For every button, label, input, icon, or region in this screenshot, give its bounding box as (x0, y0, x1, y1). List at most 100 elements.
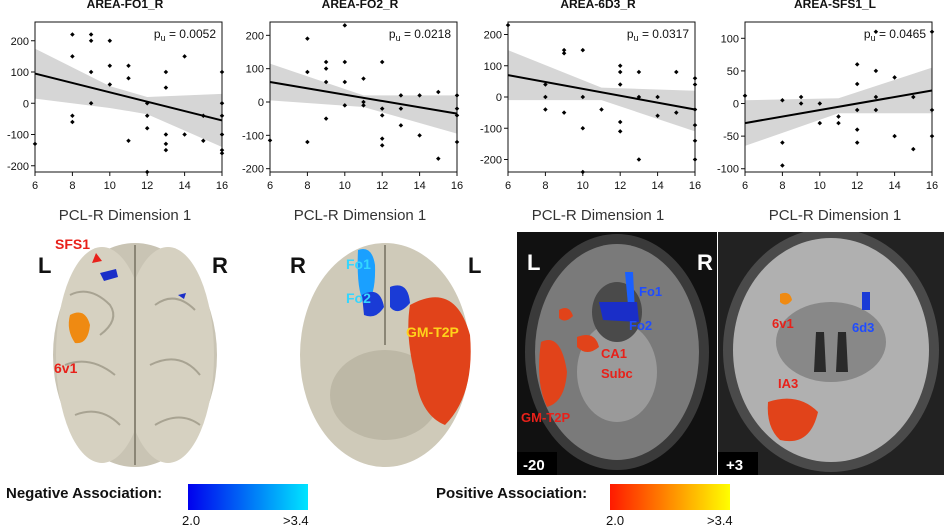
data-point (32, 141, 38, 147)
data-point (854, 140, 860, 145)
mri1-fo2-label: Fo2 (629, 318, 652, 333)
region-6v1-mri (780, 292, 792, 305)
x-tick-label: 14 (413, 180, 425, 192)
data-point (580, 169, 586, 175)
region-fo1 (357, 249, 376, 305)
data-point (617, 119, 623, 125)
data-point (599, 107, 604, 112)
data-point (929, 133, 935, 139)
y-tick-label: -200 (480, 155, 502, 167)
x-tick-label: 14 (888, 180, 900, 192)
regression-line (744, 89, 933, 125)
data-point (561, 110, 567, 115)
data-point (379, 113, 385, 118)
x-tick-label: 6 (32, 180, 38, 192)
x-tick-label: 10 (814, 180, 826, 192)
data-point (561, 50, 567, 56)
y-tick-label: 100 (721, 33, 739, 45)
data-point (342, 79, 348, 85)
x-tick-label: 12 (141, 180, 153, 192)
mri1-subc-label: Subc (601, 366, 633, 381)
y-tick-label: -100 (242, 130, 264, 142)
data-point (692, 157, 698, 162)
region-ca1-mri (577, 334, 599, 352)
y-tick-label: 100 (484, 61, 502, 73)
brain2-gmt2p-label: GM-T2P (406, 324, 459, 340)
data-point (692, 138, 698, 144)
data-point (144, 113, 150, 119)
region-ia3-mri (767, 398, 818, 442)
scatter-plot-3: -200 -100 0 100 200 6 8 10 12 14 16 pu = 0.0317 (480, 21, 701, 192)
data-point (436, 156, 441, 161)
brain2-fo1-label: Fo1 (346, 256, 371, 272)
y-tick-label: -100 (480, 123, 502, 135)
data-point (836, 114, 841, 119)
confidence-band (508, 50, 695, 132)
mri1-ca1-label: CA1 (601, 346, 627, 361)
region-gm-t2p-mri (539, 340, 567, 407)
mri1-fo1-label: Fo1 (639, 284, 662, 299)
region-fo2 (362, 291, 384, 317)
y-tick-label: 0 (496, 92, 502, 104)
data-point (88, 38, 94, 44)
x-tick-label: 10 (104, 180, 116, 192)
data-point (163, 147, 169, 153)
brain1-6v1-label: 6v1 (54, 360, 78, 376)
data-point (580, 125, 586, 131)
brain2-L-label: L (468, 253, 481, 278)
regression-line (34, 72, 223, 122)
data-point (417, 133, 422, 138)
y-tick-label: -200 (242, 164, 264, 176)
data-point (780, 163, 785, 168)
data-point (636, 157, 642, 162)
data-point (617, 82, 623, 87)
region-fo2-mri (599, 302, 639, 322)
data-point (163, 85, 169, 90)
region-6v1 (68, 312, 90, 344)
data-point (742, 93, 748, 98)
data-point (892, 75, 897, 80)
x-tick-label: 14 (651, 180, 663, 192)
data-point (126, 63, 131, 69)
y-tick-label: -50 (723, 131, 739, 143)
x-tick-label: 6 (742, 180, 748, 192)
regression-line (269, 81, 458, 115)
data-point (892, 133, 897, 139)
brain-ventral-view: R L Fo1 Fo2 GM-T2P (290, 243, 481, 467)
data-point (70, 113, 75, 119)
data-point (454, 139, 460, 145)
data-point (88, 32, 94, 37)
data-point (854, 81, 860, 87)
data-point (219, 150, 225, 156)
p-value-label: pu = 0.0052 (154, 27, 216, 43)
region-6d3-mri (862, 292, 870, 310)
data-point (126, 75, 131, 81)
data-point (911, 146, 916, 152)
x-tick-label: 16 (451, 180, 463, 192)
data-point (692, 122, 698, 128)
positive-legend-max: >3.4 (707, 513, 733, 528)
data-point (323, 116, 329, 121)
mri1-slice-label: -20 (523, 457, 545, 474)
x-axis-label-3: PCL-R Dimension 1 (531, 207, 665, 224)
panel-title-4: AREA-SFS1_L (793, 0, 876, 11)
data-point (107, 63, 113, 69)
x-tick-label: 6 (267, 180, 273, 192)
data-point (636, 69, 642, 75)
x-tick-label: 8 (779, 180, 785, 192)
data-point (70, 54, 75, 59)
brain1-R-label: R (212, 253, 228, 278)
data-point (873, 68, 879, 74)
data-point (88, 69, 94, 75)
data-point (305, 36, 310, 41)
y-tick-label: 100 (246, 64, 264, 76)
data-point (163, 132, 169, 137)
data-point (543, 107, 548, 112)
data-point (436, 89, 441, 95)
mri1-R-label: R (697, 250, 713, 275)
mri1-gmt2p-label: GM-T2P (521, 410, 570, 425)
x-tick-label: 8 (542, 180, 548, 192)
mri-axial-slice: L R Fo1 Fo2 CA1 Subc GM-T2P -20 (517, 232, 717, 475)
brain1-sfs1-label: SFS1 (55, 236, 90, 252)
data-point (182, 132, 187, 137)
